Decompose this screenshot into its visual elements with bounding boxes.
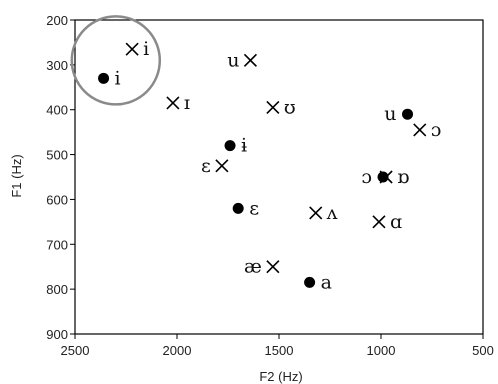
cross-point: ɔ [413, 119, 442, 141]
point-label: ɛ [201, 155, 211, 177]
point-label: ɔ [431, 119, 442, 141]
highlight-circle [70, 15, 162, 106]
cross-point: ɪ [166, 92, 190, 114]
point-label: ɪ [184, 92, 190, 114]
y-tick-label: 900 [46, 327, 68, 342]
cross-marker [266, 100, 280, 115]
dot-point: ɛ [232, 197, 259, 219]
x-tick-label: 2000 [163, 343, 192, 358]
dot-point: i [98, 67, 121, 89]
point-label: u [384, 103, 396, 125]
cross-marker [215, 159, 229, 173]
point-label: ɛ [249, 197, 259, 219]
point-label: ɑ [390, 211, 402, 233]
cross-point: ʌ [309, 202, 338, 224]
cross-point: ɑ [372, 211, 402, 233]
y-tick-label: 700 [46, 237, 68, 252]
point-label: ʊ [284, 96, 296, 118]
dot-marker [224, 140, 236, 152]
y-tick-label: 300 [46, 58, 68, 73]
y-tick-label: 400 [46, 103, 68, 118]
cross-marker [243, 53, 258, 67]
dot-point: ɔ [361, 166, 389, 188]
cross-marker [166, 96, 180, 110]
cross-point: ʊ [266, 96, 296, 118]
y-axis-label: F1 (Hz) [9, 154, 24, 197]
cross-marker [413, 123, 427, 137]
point-label: ɒ [397, 166, 409, 188]
dot-marker [98, 72, 110, 84]
x-tick-label: 1000 [367, 343, 396, 358]
point-label: ɨ [241, 135, 247, 157]
cross-marker [372, 215, 386, 229]
y-tick-label: 800 [46, 282, 68, 297]
point-label: u [227, 49, 239, 71]
cross-marker [125, 42, 139, 56]
cross-point: u [227, 49, 258, 71]
dot-point: ɨ [224, 135, 247, 157]
y-tick-label: 500 [46, 148, 68, 163]
point-label: i [143, 38, 149, 60]
dot-point: u [384, 103, 414, 125]
plot-frame [74, 19, 484, 335]
dot-marker [304, 276, 316, 288]
dot-marker [232, 202, 244, 214]
point-label: i [115, 67, 121, 89]
cross-marker [309, 206, 323, 220]
point-label: ʌ [326, 202, 338, 224]
point-label: ɔ [361, 166, 372, 188]
cross-point: æ [244, 256, 280, 278]
x-axis-label: F2 (Hz) [259, 369, 302, 384]
dot-marker [377, 171, 389, 183]
point-label: æ [244, 256, 262, 278]
y-tick-label: 200 [46, 13, 68, 28]
cross-marker [266, 260, 280, 274]
y-tick-label: 600 [46, 192, 68, 207]
dot-point: a [304, 271, 332, 293]
dot-marker [402, 108, 414, 120]
cross-point: i [125, 38, 149, 60]
x-tick-label: 1500 [265, 343, 294, 358]
cross-point: ɛ [201, 155, 229, 177]
x-tick-label: 2500 [61, 343, 90, 358]
point-label: a [321, 271, 332, 293]
x-tick-label: 500 [472, 343, 494, 358]
